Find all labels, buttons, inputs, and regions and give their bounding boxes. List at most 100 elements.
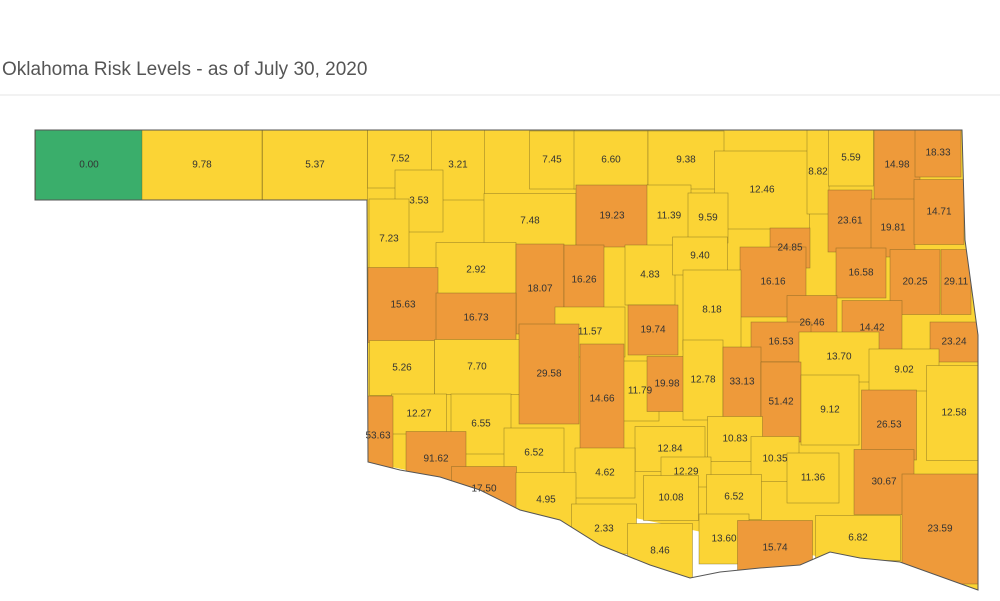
county-value: 16.53	[768, 337, 793, 348]
county	[786, 452, 840, 504]
county-value: 20.25	[902, 277, 927, 288]
county-value: 4.95	[536, 495, 556, 506]
county-value: 13.60	[711, 534, 736, 545]
county-value: 23.59	[927, 524, 952, 535]
county-value: 5.59	[841, 153, 861, 164]
county-value: 15.74	[762, 543, 787, 554]
county	[368, 198, 410, 280]
county	[643, 475, 699, 521]
county-value: 5.26	[392, 363, 412, 374]
county-value: 6.82	[848, 533, 868, 544]
county-value: 12.46	[749, 185, 774, 196]
county-value: 16.73	[463, 313, 488, 324]
county	[367, 267, 439, 343]
county-value: 9.12	[820, 405, 840, 416]
county-value: 91.62	[423, 454, 448, 465]
county-value: 18.07	[527, 284, 552, 295]
county-value: 19.23	[599, 211, 624, 222]
county-value: 19.98	[654, 379, 679, 390]
county-value: 2.92	[466, 265, 486, 276]
county-value: 18.33	[925, 148, 950, 159]
county-value: 30.67	[871, 477, 896, 488]
county-value: 9.78	[192, 160, 212, 171]
county-value: 23.61	[837, 216, 862, 227]
county	[760, 361, 802, 443]
county	[798, 331, 880, 383]
map-title: Oklahoma Risk Levels - as of July 30, 20…	[2, 59, 367, 80]
county	[687, 192, 729, 244]
county	[870, 198, 916, 258]
county-value: 12.78	[690, 375, 715, 386]
county-value: 9.59	[698, 213, 718, 224]
county	[714, 150, 810, 230]
county	[682, 269, 742, 351]
county-value: 24.85	[777, 243, 802, 254]
county-value: 11.57	[578, 327, 603, 338]
county-value: 3.53	[409, 196, 429, 207]
county	[563, 244, 605, 316]
county-value: 51.42	[768, 397, 793, 408]
county	[800, 374, 860, 446]
county	[828, 130, 874, 187]
county-value: 6.52	[524, 448, 544, 459]
county-value: 23.24	[941, 337, 966, 348]
county	[435, 292, 517, 344]
county-value: 14.66	[589, 394, 614, 405]
county-value: 10.83	[722, 434, 747, 445]
county-value: 3.21	[448, 160, 468, 171]
county-value: 11.79	[628, 386, 653, 397]
county-value: 2.33	[594, 524, 614, 535]
county	[672, 236, 728, 276]
county-value: 10.35	[762, 454, 787, 465]
county-value: 19.81	[880, 223, 905, 234]
county-value: 8.82	[808, 167, 828, 178]
county-value: 14.71	[926, 207, 951, 218]
county-value: 12.29	[673, 467, 698, 478]
county	[861, 389, 917, 461]
county-value: 9.40	[690, 251, 710, 262]
county-value: 33.13	[729, 377, 754, 388]
county-value: 26.46	[799, 318, 824, 329]
county	[518, 323, 580, 425]
county	[647, 130, 725, 190]
county	[579, 343, 625, 455]
county-value: 7.52	[390, 154, 410, 165]
county-value: 11.39	[657, 211, 682, 222]
county	[434, 339, 520, 395]
county	[682, 339, 724, 421]
county-value: 9.02	[894, 365, 914, 376]
county-value: 16.58	[848, 268, 873, 279]
county-value: 29.58	[536, 369, 561, 380]
county-value: 6.52	[724, 492, 744, 503]
county-value: 14.42	[859, 323, 884, 334]
county	[646, 184, 692, 248]
county-value: 13.70	[826, 352, 851, 363]
county-value: 12.27	[406, 409, 431, 420]
county-value: 4.62	[595, 468, 615, 479]
county-value: 16.26	[571, 275, 596, 286]
county-value: 53.63	[365, 431, 390, 442]
county-value: 9.38	[676, 155, 696, 166]
county	[624, 244, 676, 306]
county	[835, 247, 887, 299]
county-value: 15.63	[390, 300, 415, 311]
county	[940, 249, 972, 315]
county	[914, 130, 962, 178]
label-layer: 0.00 9.78 5.37 7.52 3.21 7.45 6.60 9.38 12.46 8.8…	[79, 148, 968, 557]
county-value: 0.00	[79, 160, 99, 171]
county-value: 29.11	[944, 277, 969, 288]
county	[926, 365, 978, 461]
county-value: 26.53	[876, 420, 901, 431]
county-value: 7.45	[542, 155, 562, 166]
county-value: 8.46	[650, 546, 670, 557]
county	[627, 304, 679, 356]
county-value: 8.18	[702, 305, 722, 316]
county	[574, 447, 636, 499]
county	[913, 179, 965, 245]
county-value: 7.23	[379, 234, 399, 245]
county-value: 10.08	[658, 493, 683, 504]
county-value: 7.70	[467, 362, 487, 373]
county-value: 14.98	[884, 160, 909, 171]
county	[141, 130, 263, 201]
county-value: 17.50	[471, 484, 496, 495]
